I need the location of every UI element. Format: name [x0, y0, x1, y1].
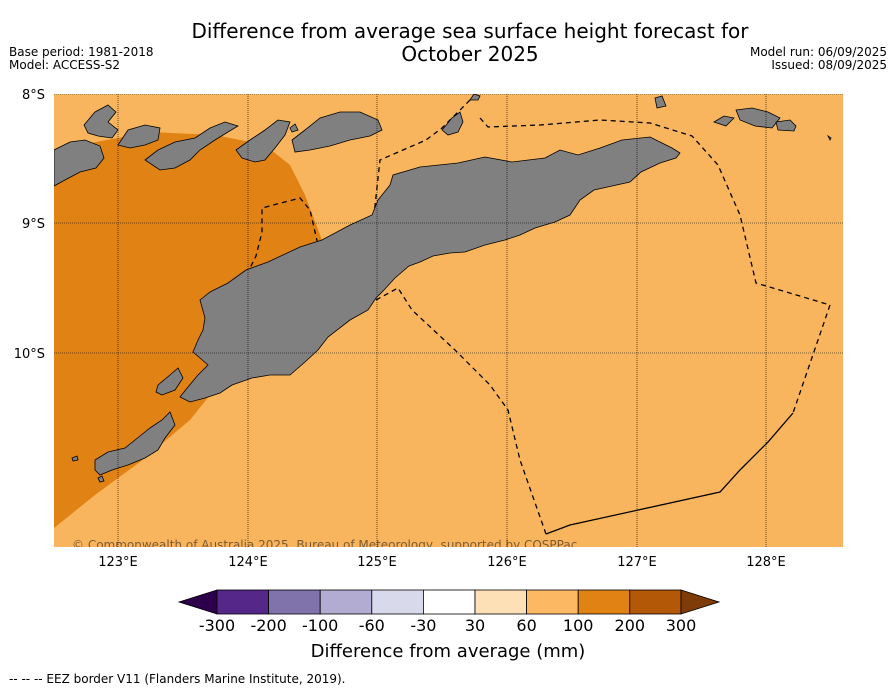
- lon-label-123e: 123°E: [98, 555, 138, 570]
- lembata-island: [83, 104, 119, 139]
- lon-label-128e: 128°E: [746, 555, 786, 570]
- colorbar: [177, 589, 721, 615]
- colorbar-tick-6: 60: [516, 616, 536, 635]
- eez-border-south: [545, 412, 794, 535]
- ocean-anomaly-100-200: [54, 132, 322, 528]
- colorbar-tick-5: 30: [465, 616, 485, 635]
- lon-label-124e: 124°E: [228, 555, 268, 570]
- colorbar-bin-2: [268, 589, 321, 615]
- colorbar-tick-2: -100: [302, 616, 338, 635]
- meta-left: Base period: 1981-2018 Model: ACCESS-S2: [9, 46, 154, 72]
- eez-border-south-west: [375, 287, 547, 535]
- rote-island: [94, 411, 176, 476]
- lat-label-9s: 9°S: [22, 217, 45, 232]
- colorbar-extend-low: [177, 589, 218, 615]
- lon-label-126e: 126°E: [487, 555, 527, 570]
- atauro-island: [441, 111, 464, 136]
- eez-border-east: [479, 117, 831, 414]
- colorbar-bin-9: [629, 589, 682, 615]
- lat-label-8s: 8°S: [22, 88, 45, 103]
- colorbar-bin-1: [216, 589, 269, 615]
- lat-label-10s: 10°S: [14, 347, 45, 362]
- meta-right: Model run: 06/09/2025 Issued: 08/09/2025: [750, 46, 887, 72]
- model-run: Model run: 06/09/2025: [749, 45, 887, 59]
- colorbar-tick-0: -300: [199, 616, 235, 635]
- model-name: Model: ACCESS-S2: [9, 58, 121, 72]
- leti-island: [713, 115, 735, 127]
- lon-label-127e: 127°E: [617, 555, 657, 570]
- small-islet: [469, 94, 481, 101]
- flores-east-island: [54, 139, 105, 187]
- colorbar-tick-4: -30: [410, 616, 436, 635]
- issued-date: Issued: 08/09/2025: [771, 58, 887, 72]
- ndao-islet: [71, 455, 79, 462]
- map-area: © Commonwealth of Australia 2025, Bureau…: [54, 94, 843, 552]
- pantar-island: [117, 124, 161, 149]
- colorbar-bin-7: [526, 589, 579, 615]
- colorbar-bin-5: [422, 589, 476, 615]
- wetar-island: [291, 111, 383, 153]
- alor-east-island: [235, 119, 291, 163]
- semau-island: [155, 367, 184, 396]
- colorbar-tick-8: 200: [615, 616, 646, 635]
- colorbar-bin-6: [474, 589, 527, 615]
- colorbar-bin-3: [319, 589, 373, 615]
- colorbar-tick-1: -200: [250, 616, 286, 635]
- colorbar-title: Difference from average (mm): [311, 641, 586, 662]
- kisar-island: [654, 95, 667, 109]
- alor-island: [144, 121, 239, 171]
- colorbar-tick-3: -60: [359, 616, 385, 635]
- lon-label-125e: 125°E: [357, 555, 397, 570]
- east-edge-islet: [826, 134, 832, 141]
- colorbar-bin-8: [577, 589, 631, 615]
- base-period: Base period: 1981-2018: [9, 45, 154, 59]
- colorbar-tick-9: 300: [666, 616, 697, 635]
- colorbar-extend-high: [680, 589, 721, 615]
- chart-title: Difference from average sea surface heig…: [150, 20, 790, 66]
- copyright-text: © Commonwealth of Australia 2025, Bureau…: [72, 538, 577, 552]
- eez-footnote: -- -- -- EEZ border V11 (Flanders Marine…: [9, 672, 346, 686]
- title-line-1: Difference from average sea surface heig…: [191, 19, 749, 43]
- timor-island: [179, 136, 681, 403]
- liran-islet: [289, 123, 299, 133]
- graticule: [54, 94, 843, 547]
- lakor-island: [775, 119, 797, 132]
- southwest-islet: [97, 475, 105, 483]
- colorbar-tick-7: 100: [563, 616, 594, 635]
- colorbar-bin-4: [371, 589, 424, 615]
- title-line-2: October 2025: [401, 42, 539, 66]
